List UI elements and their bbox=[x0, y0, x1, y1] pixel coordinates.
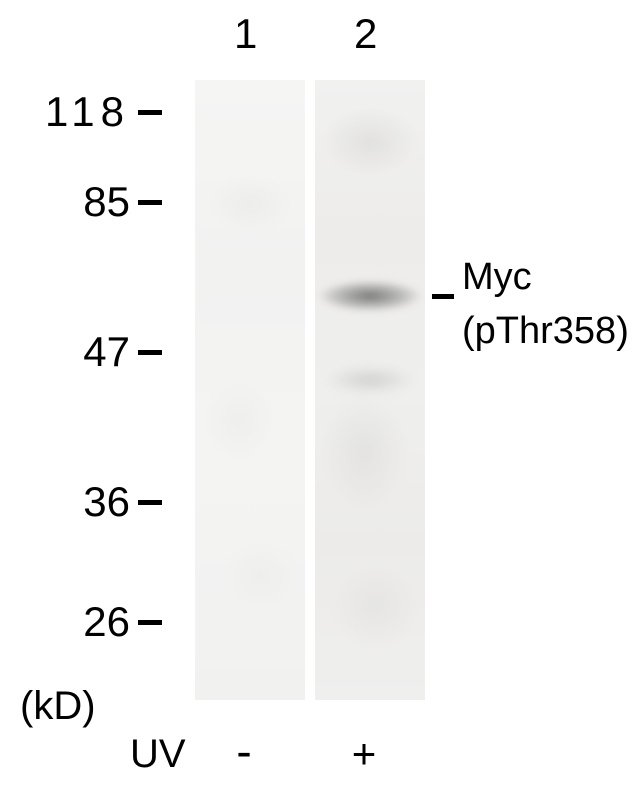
marker-26: 26 bbox=[20, 598, 130, 646]
marker-118: 118 bbox=[20, 88, 130, 136]
marker-tick-26 bbox=[138, 620, 162, 625]
marker-tick-36 bbox=[138, 500, 162, 505]
band-myc-pthr358 bbox=[315, 279, 425, 313]
lane-2 bbox=[315, 80, 425, 700]
treatment-value-lane1: - bbox=[224, 724, 264, 778]
treatment-value-lane2: + bbox=[344, 730, 384, 778]
lane-header-2: 2 bbox=[354, 10, 377, 58]
unit-label: (kD) bbox=[20, 684, 96, 729]
lane-1-noise bbox=[195, 80, 305, 700]
marker-tick-118 bbox=[138, 110, 162, 115]
marker-36: 36 bbox=[20, 478, 130, 526]
band-label-myc-line2: (pThr358) bbox=[462, 310, 629, 353]
western-blot-figure: 1 2 118 85 47 36 26 (kD) Myc (pThr358) U… bbox=[0, 0, 641, 800]
band-tick-myc bbox=[432, 294, 454, 299]
marker-tick-47 bbox=[138, 350, 162, 355]
marker-47: 47 bbox=[20, 328, 130, 376]
lane-1 bbox=[195, 80, 305, 700]
band-label-myc-line1: Myc bbox=[462, 256, 532, 299]
blot-area bbox=[195, 80, 425, 700]
marker-85: 85 bbox=[20, 178, 130, 226]
marker-tick-85 bbox=[138, 200, 162, 205]
treatment-label-uv: UV bbox=[130, 732, 186, 777]
lane-header-1: 1 bbox=[234, 10, 257, 58]
band-faint-lower bbox=[315, 365, 425, 395]
